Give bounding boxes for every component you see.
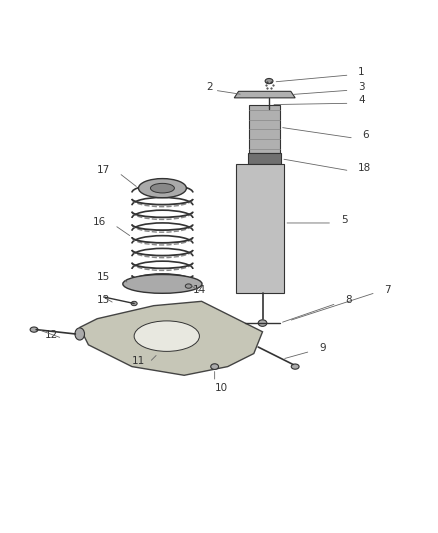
Polygon shape <box>80 301 262 375</box>
Text: 13: 13 <box>97 295 110 305</box>
Text: 17: 17 <box>97 165 110 175</box>
Ellipse shape <box>131 301 137 305</box>
Text: 8: 8 <box>345 295 352 305</box>
Ellipse shape <box>185 284 192 288</box>
Text: 7: 7 <box>385 285 391 295</box>
Ellipse shape <box>291 364 299 369</box>
Text: 12: 12 <box>45 330 58 340</box>
Polygon shape <box>234 91 295 98</box>
Text: 4: 4 <box>358 95 365 106</box>
Text: 18: 18 <box>358 163 371 173</box>
Text: 14: 14 <box>193 285 206 295</box>
Ellipse shape <box>30 327 38 332</box>
Text: 3: 3 <box>358 82 365 92</box>
Ellipse shape <box>123 274 202 293</box>
Text: 16: 16 <box>93 217 106 227</box>
Ellipse shape <box>258 320 267 326</box>
Text: 2: 2 <box>206 82 212 92</box>
Polygon shape <box>248 154 281 164</box>
Text: 1: 1 <box>358 67 365 77</box>
Ellipse shape <box>134 321 199 351</box>
Ellipse shape <box>150 183 174 193</box>
Ellipse shape <box>211 364 219 369</box>
Ellipse shape <box>265 78 273 84</box>
Polygon shape <box>250 106 280 154</box>
Text: 11: 11 <box>132 357 145 366</box>
Ellipse shape <box>138 179 186 198</box>
Ellipse shape <box>75 328 85 340</box>
Text: 5: 5 <box>341 215 347 225</box>
Text: 15: 15 <box>97 271 110 281</box>
Text: 6: 6 <box>363 130 369 140</box>
Polygon shape <box>237 164 284 293</box>
Text: 10: 10 <box>215 383 228 392</box>
Text: 9: 9 <box>319 343 326 353</box>
